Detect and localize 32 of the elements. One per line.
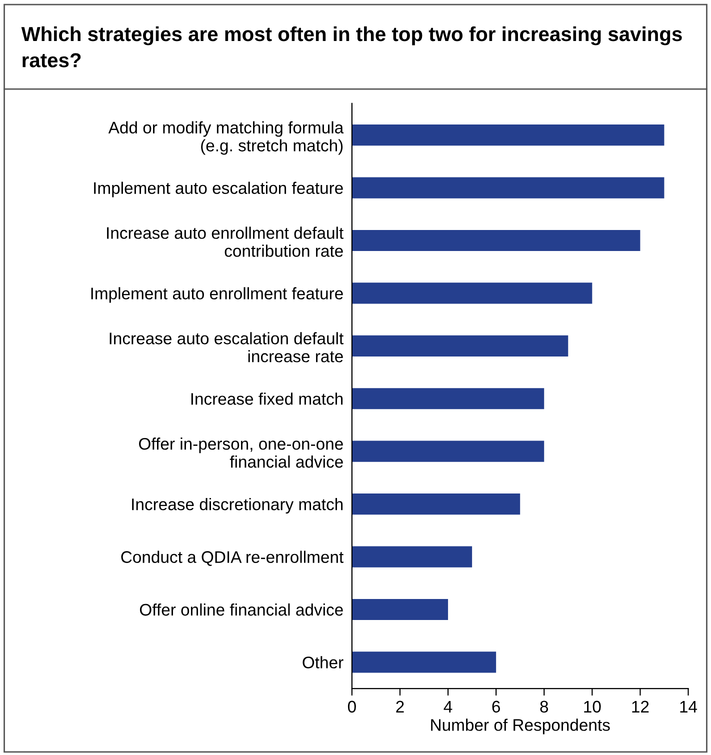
y-tick-label: Increase discretionary match: [132, 498, 343, 514]
bar: [352, 652, 496, 673]
x-axis-title: Number of Respondents: [431, 718, 610, 734]
bar: [352, 388, 544, 410]
chart-title: Which strategies are most often in the top two for increasing savings rates?: [21, 26, 682, 68]
y-tick-label: Offer online financial advice: [140, 603, 343, 616]
x-tick-label: 6: [492, 700, 500, 713]
bar: [352, 282, 592, 304]
y-tick-label: Increase fixed match: [191, 392, 343, 405]
bar: [352, 335, 568, 356]
bar: [352, 124, 664, 146]
x-tick-label: 14: [680, 700, 698, 712]
y-tick-label: Increase auto escalation default increase rate: [110, 332, 344, 362]
y-tick-label: Conduct a QDIA re-enrollment: [121, 550, 344, 566]
bar: [352, 440, 544, 462]
x-tick-label: 12: [632, 700, 649, 712]
x-tick-label: 2: [396, 700, 404, 712]
x-tick-label: 10: [584, 700, 601, 713]
y-tick-label: Implement auto escalation feature: [94, 182, 343, 198]
y-tick-label: Implement auto enrollment feature: [91, 287, 343, 303]
y-tick-label: Offer in-person, one-on-one financial advice: [139, 438, 343, 468]
y-tick-label: Increase auto enrollment default contribution rate: [107, 226, 344, 257]
y-tick-label: Add or modify matching formula (e.g. stretch match): [108, 121, 344, 155]
y-tick-label: Other: [302, 656, 344, 668]
x-tick-label: 0: [348, 700, 356, 713]
x-tick-label: 4: [444, 700, 452, 712]
bar: [352, 177, 664, 198]
bar: [352, 494, 520, 515]
bar: [352, 598, 448, 620]
bar: [352, 230, 640, 252]
x-tick-label: 8: [540, 700, 548, 713]
bar: [352, 546, 472, 568]
